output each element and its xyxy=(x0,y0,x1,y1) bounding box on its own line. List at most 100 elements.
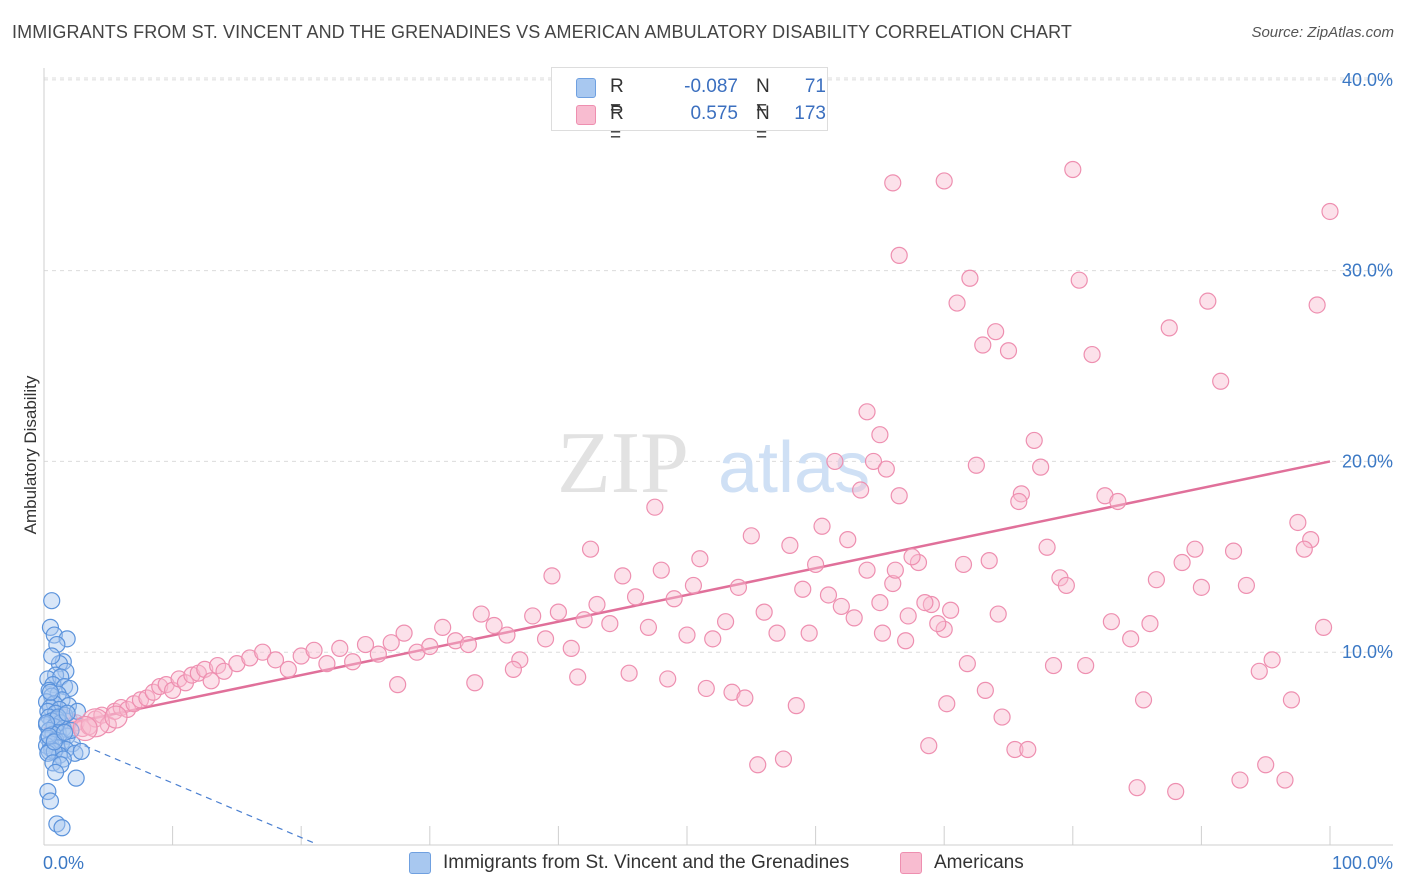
point-americans xyxy=(864,452,883,471)
point-americans xyxy=(852,481,870,499)
point-americans xyxy=(1282,691,1301,709)
point-americans xyxy=(1276,771,1294,789)
point-americans xyxy=(800,624,818,642)
point-americans xyxy=(151,677,169,696)
point-americans xyxy=(755,603,773,621)
point-americans xyxy=(704,630,722,648)
point-americans xyxy=(144,683,162,701)
point-immigrants xyxy=(67,769,85,787)
point-americans xyxy=(1263,651,1281,669)
point-americans xyxy=(1302,531,1320,549)
trend-lines xyxy=(43,460,1331,844)
point-americans xyxy=(279,660,297,678)
point-americans xyxy=(1224,542,1243,560)
point-americans xyxy=(202,672,220,690)
point-americans xyxy=(845,609,863,627)
point-americans xyxy=(1289,513,1307,532)
y-axis-label: Ambulatory Disability xyxy=(21,375,40,534)
point-americans xyxy=(967,456,985,474)
point-americans xyxy=(446,632,465,650)
point-americans xyxy=(1019,740,1037,759)
point-americans xyxy=(729,578,748,596)
point-americans xyxy=(356,635,375,654)
point-immigrants xyxy=(43,647,61,665)
point-immigrants xyxy=(72,742,90,761)
point-americans xyxy=(1038,538,1056,556)
point-americans xyxy=(691,550,709,568)
point-americans xyxy=(884,574,902,593)
point-americans xyxy=(472,605,490,623)
series-label-blue: Immigrants from St. Vincent and the Gren… xyxy=(443,852,850,873)
point-americans xyxy=(935,620,953,638)
axes xyxy=(43,68,1393,846)
point-americans xyxy=(382,634,400,652)
point-americans xyxy=(1212,372,1230,390)
point-americans xyxy=(1057,576,1075,595)
point-americans xyxy=(1032,458,1050,476)
point-americans xyxy=(1314,618,1333,637)
point-americans xyxy=(1250,662,1268,680)
point-americans xyxy=(395,624,413,642)
point-americans xyxy=(581,540,600,558)
point-americans xyxy=(1147,571,1165,589)
point-immigrants xyxy=(58,630,76,648)
point-americans xyxy=(614,567,632,585)
point-americans xyxy=(736,689,754,707)
point-americans xyxy=(1257,756,1275,774)
n-value: 173 xyxy=(794,103,826,124)
grid-lines xyxy=(44,77,1393,653)
point-americans xyxy=(549,603,568,621)
point-americans xyxy=(871,426,889,444)
point-americans xyxy=(1173,553,1191,572)
point-americans xyxy=(1308,296,1326,314)
point-americans xyxy=(1122,630,1140,648)
point-americans xyxy=(806,555,825,574)
point-americans-cluster xyxy=(72,715,98,742)
y-tick-label: 10.0% xyxy=(1342,642,1393,662)
point-americans xyxy=(774,750,793,768)
point-immigrants xyxy=(41,792,60,810)
point-americans xyxy=(684,576,703,595)
point-americans xyxy=(569,668,587,686)
point-americans xyxy=(794,580,812,598)
point-americans xyxy=(588,595,606,614)
point-americans xyxy=(871,594,889,612)
legend-swatch-pink xyxy=(576,105,596,125)
point-americans xyxy=(1025,431,1043,450)
point-americans xyxy=(873,624,892,642)
point-americans xyxy=(974,336,992,354)
point-americans xyxy=(768,624,786,642)
point-americans xyxy=(826,452,844,471)
point-americans xyxy=(916,594,934,612)
point-americans xyxy=(421,637,439,656)
point-americans xyxy=(639,618,658,637)
point-americans xyxy=(138,689,156,707)
point-americans xyxy=(459,635,477,654)
point-americans xyxy=(511,651,529,669)
point-americans xyxy=(897,632,915,650)
point-americans xyxy=(716,613,735,631)
point-americans xyxy=(466,674,484,692)
source-credit: Source: ZipAtlas.com xyxy=(1251,24,1394,41)
point-americans xyxy=(498,626,516,644)
point-americans xyxy=(434,618,452,637)
point-americans xyxy=(504,660,522,678)
point-americans xyxy=(215,662,233,680)
point-americans xyxy=(318,655,336,673)
point-americans xyxy=(1167,782,1185,801)
point-immigrants xyxy=(58,704,76,722)
point-americans xyxy=(1070,271,1088,289)
point-americans xyxy=(1160,319,1178,337)
r-label: R = xyxy=(610,76,624,119)
point-americans xyxy=(749,756,767,774)
n-label: N = xyxy=(756,103,770,146)
point-americans xyxy=(1186,540,1204,558)
point-americans xyxy=(344,653,362,671)
point-americans xyxy=(813,517,831,535)
y-tick-label: 20.0% xyxy=(1342,451,1393,471)
point-americans xyxy=(929,614,947,633)
n-label: N = xyxy=(756,76,770,119)
point-americans-cluster xyxy=(104,705,128,729)
data-points xyxy=(37,160,1339,837)
